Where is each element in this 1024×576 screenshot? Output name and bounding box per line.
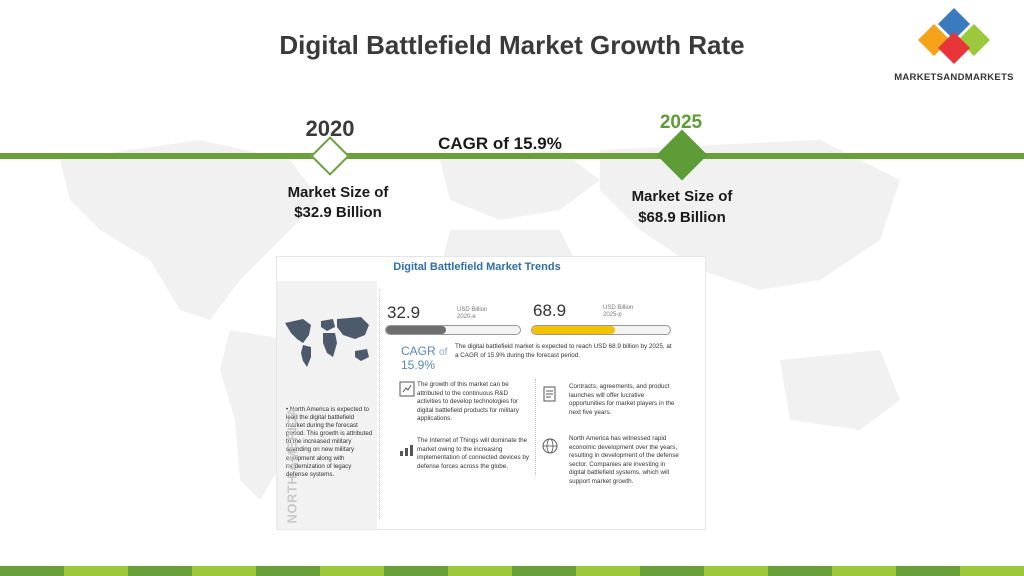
company-logo: MARKETSANDMARKETS <box>888 6 1020 84</box>
market-trends-infographic: Digital Battlefield Market Trends • Nort… <box>276 256 706 530</box>
footer-segment <box>0 566 64 576</box>
point-north-america: North America has witnessed rapid econom… <box>569 435 679 485</box>
cagr-box: CAGR of 15.9% <box>401 345 447 372</box>
progress-bar-start <box>385 325 521 335</box>
market-size-start-line1: Market Size of <box>287 184 389 201</box>
market-size-end: Market Size of $68.9 Billion <box>610 186 754 228</box>
value-end-unit: USD Billion 2025-p <box>603 305 633 319</box>
progress-bar-start-fill <box>386 326 447 334</box>
timeline-bar <box>0 153 1024 159</box>
cagr-box-word: CAGR <box>401 344 436 358</box>
panel-divider <box>379 289 380 519</box>
infographic-title: Digital Battlefield Market Trends <box>393 261 561 273</box>
market-size-end-line1: Market Size of <box>631 188 733 205</box>
region-vertical-label: NORTH AMERICA <box>284 406 300 524</box>
point-iot: The Internet of Things will dominate the… <box>417 437 530 470</box>
year-end-label: 2025 <box>659 112 703 133</box>
contract-icon <box>543 386 556 402</box>
cagr-box-of: of <box>439 347 448 358</box>
value-start-unit: USD Billion 2020-e <box>457 307 487 321</box>
footer-segment <box>192 566 256 576</box>
footer-segment <box>960 566 1024 576</box>
footer-segment <box>832 566 896 576</box>
market-size-start-line2: $32.9 Billion <box>294 204 382 221</box>
value-end: 68.9 <box>533 301 567 320</box>
point-contracts: Contracts, agreements, and product launc… <box>569 383 675 416</box>
footer-segment <box>320 566 384 576</box>
point-rnd: The growth of this market can be attribu… <box>417 381 519 422</box>
value-start-year: 2020-e <box>457 314 476 320</box>
footer-segment <box>384 566 448 576</box>
value-start-unit-text: USD Billion <box>457 307 488 313</box>
value-end-unit-text: USD Billion <box>603 305 634 311</box>
footer-segment <box>640 566 704 576</box>
world-map-icon <box>285 317 369 367</box>
footer-segment <box>704 566 768 576</box>
market-description: The digital battlefield market is expect… <box>455 343 672 359</box>
progress-bar-end <box>531 325 671 335</box>
footer-segment <box>896 566 960 576</box>
points-divider <box>535 379 536 475</box>
cagr-box-label: CAGR of <box>401 345 447 359</box>
footer-segment <box>512 566 576 576</box>
cagr-label: CAGR of 15.9% <box>438 134 562 153</box>
cagr-box-value: 15.9% <box>401 358 436 372</box>
footer-segment <box>576 566 640 576</box>
market-size-end-line2: $68.9 Billion <box>638 209 726 226</box>
page-title: Digital Battlefield Market Growth Rate <box>279 30 745 60</box>
research-icon <box>399 381 415 397</box>
logo-diamonds-icon <box>918 8 990 64</box>
value-end-year: 2025-p <box>603 312 622 318</box>
bar-growth-icon <box>400 445 413 456</box>
footer-stripe <box>0 566 1024 576</box>
market-size-start: Market Size of $32.9 Billion <box>270 183 406 223</box>
footer-segment <box>128 566 192 576</box>
north-america-note: • North America is expected to lead the … <box>286 406 373 478</box>
value-start: 32.9 <box>387 303 421 322</box>
progress-bar-end-fill <box>532 326 615 334</box>
footer-segment <box>768 566 832 576</box>
footer-segment <box>256 566 320 576</box>
year-start-label: 2020 <box>305 116 355 141</box>
footer-segment <box>64 566 128 576</box>
logo-wordmark: MARKETSANDMARKETS <box>894 72 1014 83</box>
globe-icon <box>542 438 558 454</box>
footer-segment <box>448 566 512 576</box>
infographic-left-panel: • North America is expected to lead the … <box>277 281 377 529</box>
